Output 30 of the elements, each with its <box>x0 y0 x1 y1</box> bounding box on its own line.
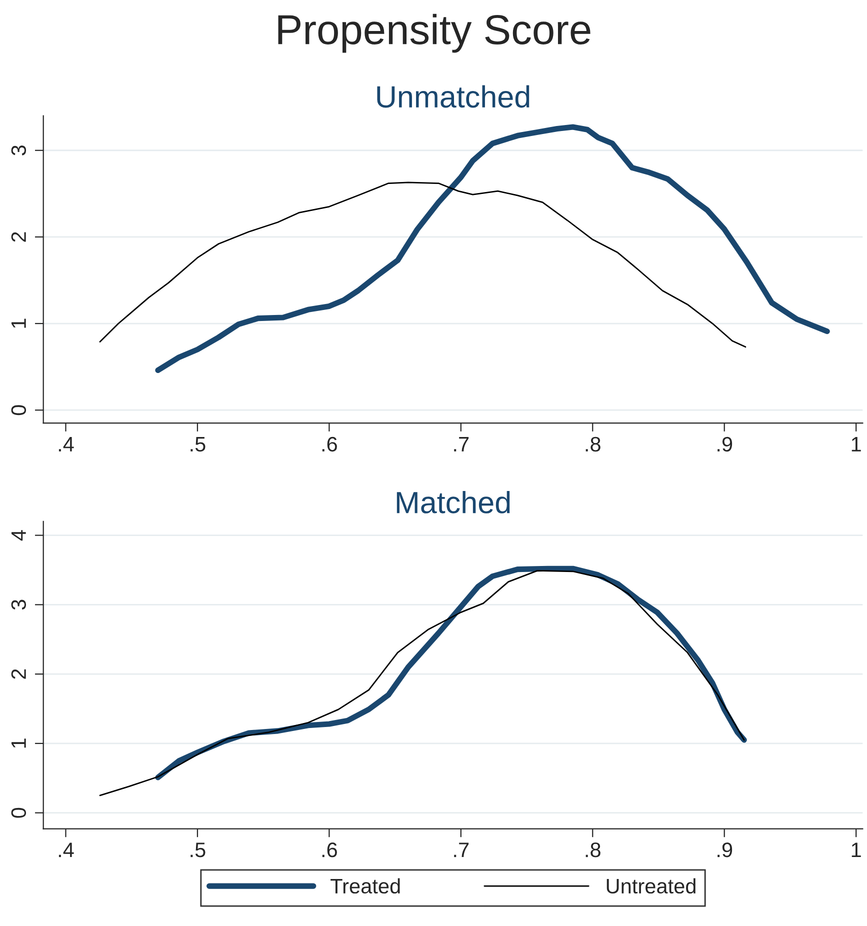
x-tick-label: .6 <box>322 436 337 452</box>
legend-label: Treated <box>330 878 400 894</box>
x-tick-label: .4 <box>58 842 74 858</box>
y-tick-label: 3 <box>11 600 26 610</box>
chart-subtitle: Unmatched <box>377 85 530 108</box>
x-tick-label: .6 <box>322 842 337 858</box>
line-series <box>99 570 745 796</box>
chart-subtitle: Matched <box>396 490 510 514</box>
x-tick-label: .8 <box>586 436 600 452</box>
y-tick-label: 3 <box>11 146 26 156</box>
legend-label: Untreated <box>606 878 696 894</box>
y-tick-label: 2 <box>11 669 26 679</box>
x-tick-label: .5 <box>190 842 206 858</box>
line-series <box>99 182 746 348</box>
x-tick-label: .7 <box>454 437 469 452</box>
x-tick-label: .9 <box>718 436 732 452</box>
y-tick-label: 0 <box>11 808 26 818</box>
y-tick-label: 2 <box>11 232 26 242</box>
y-tick-label: 1 <box>12 318 26 328</box>
y-tick-label: 1 <box>12 738 26 748</box>
x-tick-label: 1 <box>852 437 861 452</box>
x-tick-label: .5 <box>190 437 206 452</box>
x-tick-label: .7 <box>454 842 469 858</box>
x-tick-label: .9 <box>718 842 732 858</box>
x-tick-label: 1 <box>852 842 861 858</box>
y-tick-label: 0 <box>11 405 26 416</box>
y-tick-label: 4 <box>12 530 26 541</box>
x-tick-label: .8 <box>586 842 600 858</box>
chart-title: Propensity Score <box>278 14 590 53</box>
x-tick-label: .4 <box>58 437 74 452</box>
